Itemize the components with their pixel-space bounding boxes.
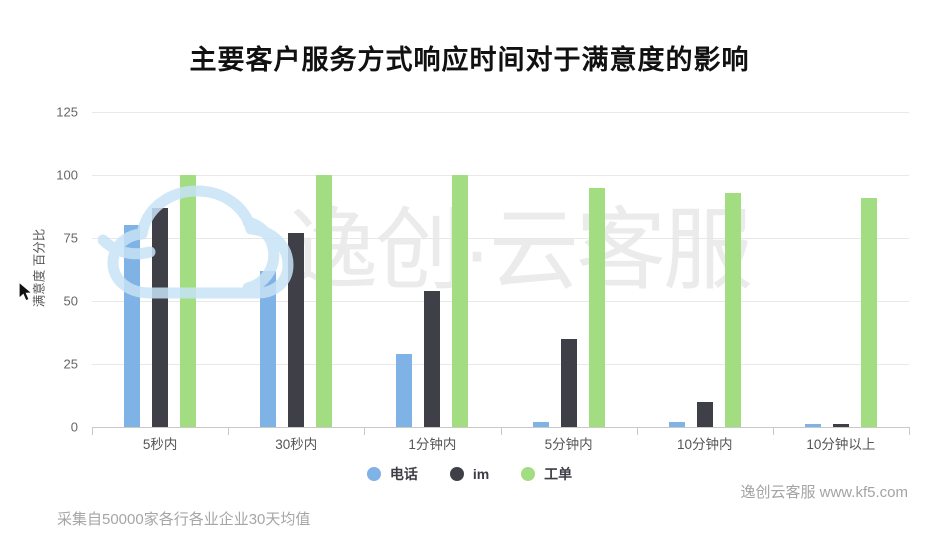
bar-工单-1分钟内 [452,175,469,427]
x-axis-tick [772,427,774,435]
y-tick-label: 75 [63,230,78,246]
y-tick-label: 50 [63,293,78,309]
bar-工单-5秒内 [180,175,197,427]
legend-label: im [472,466,490,482]
y-tick-label: 125 [56,104,78,120]
y-tick-label: 100 [56,167,78,183]
bar-im-10分钟以上 [832,424,849,427]
bar-im-5秒内 [152,207,169,427]
legend-label: 工单 [544,466,573,482]
x-axis-tick [92,427,93,435]
x-axis-tick [364,427,366,435]
gridline [92,238,909,239]
bar-电话-5分钟内 [532,421,549,427]
gridline [92,175,909,176]
chart-legend: 电话 im 工单 [0,464,939,484]
legend-dot-icon [449,467,464,481]
x-axis-tick [636,427,638,435]
footer-source-note: 采集自50000家各行各业企业30天均值 [57,511,311,528]
x-axis-tick [228,427,230,435]
bar-电话-30秒内 [260,270,277,427]
x-category-label: 5秒内 [142,437,178,452]
legend-item-工单: 工单 [521,464,572,484]
bar-工单-10分钟内 [724,192,741,427]
bar-im-10分钟内 [696,401,713,427]
bar-电话-5秒内 [124,225,141,427]
x-axis-tick [500,427,502,435]
x-category-label: 5分钟内 [544,437,593,452]
gridline [92,301,909,302]
legend-dot-icon [521,467,536,481]
bar-电话-10分钟内 [668,421,685,427]
y-tick-label: 25 [63,356,78,372]
chart-title: 主要客户服务方式响应时间对于满意度的影响 [189,45,750,75]
x-category-label: 10分钟以上 [806,437,876,452]
bar-工单-5分钟内 [588,187,605,427]
plot-area [92,112,910,435]
legend-dot-icon [366,467,381,481]
bar-im-30秒内 [288,232,305,427]
bar-im-5分钟内 [560,338,577,427]
legend-label: 电话 [389,466,418,482]
bar-电话-10分钟以上 [804,424,821,427]
legend-item-电话: 电话 [366,464,418,484]
bar-工单-30秒内 [316,175,333,427]
mouse-cursor-icon [18,281,33,302]
bar-im-1分钟内 [424,290,441,427]
gridline [92,364,909,365]
y-tick-label: 0 [70,419,78,435]
footer-brand: 逸创云客服 www.kf5.com [740,484,908,501]
x-axis-tick [909,427,910,435]
legend-item-im: im [449,466,490,482]
bar-电话-1分钟内 [396,353,413,427]
bar-工单-10分钟以上 [860,197,877,427]
gridline [92,112,909,113]
x-category-label: 1分钟内 [408,437,457,452]
x-category-label: 10分钟内 [676,437,733,452]
x-category-label: 30秒内 [275,437,318,452]
watermark-text: 逸创·云客服 [288,201,753,301]
